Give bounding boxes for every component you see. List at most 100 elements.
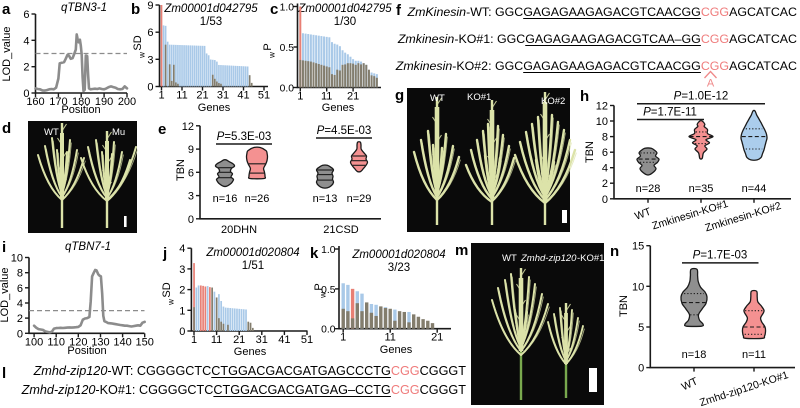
svg-text:n: n	[610, 243, 619, 260]
svg-text:170: 170	[49, 96, 67, 108]
svg-text:h: h	[580, 88, 589, 105]
svg-text:0: 0	[17, 328, 23, 340]
svg-text:WT: WT	[44, 127, 59, 138]
svg-text:8: 8	[602, 132, 608, 144]
svg-text:15: 15	[632, 241, 644, 253]
svg-text:Zmhd-zip120: Zmhd-zip120	[520, 253, 577, 264]
svg-text:w: w	[319, 292, 328, 299]
svg-text:Mu: Mu	[112, 127, 125, 138]
svg-text:11: 11	[211, 334, 222, 346]
svg-text:n=16: n=16	[213, 193, 238, 205]
svg-text:41: 41	[278, 334, 290, 346]
svg-text:2: 2	[17, 313, 23, 325]
svg-text:n=35: n=35	[689, 183, 714, 195]
svg-text:qTBN7-1: qTBN7-1	[65, 241, 111, 253]
svg-text:4: 4	[179, 243, 185, 255]
svg-text:5: 5	[638, 322, 644, 334]
svg-text:a: a	[2, 1, 11, 18]
svg-text:4: 4	[17, 298, 23, 310]
svg-text:6: 6	[147, 27, 153, 39]
svg-text:w: w	[268, 52, 277, 59]
svg-text:b: b	[131, 1, 140, 18]
svg-text:P=5.3E-03: P=5.3E-03	[217, 131, 272, 143]
svg-text:140: 140	[113, 336, 131, 348]
svg-text:21: 21	[431, 332, 443, 344]
svg-text:A: A	[707, 78, 715, 90]
svg-text:Zm00001d020804: Zm00001d020804	[205, 247, 299, 259]
svg-text:KO#2: KO#2	[541, 96, 565, 107]
svg-text:n=18: n=18	[682, 349, 707, 361]
svg-text:9: 9	[147, 0, 153, 12]
svg-text:4: 4	[23, 35, 29, 47]
svg-text:0: 0	[602, 194, 608, 206]
svg-text:3: 3	[147, 54, 153, 66]
svg-text:6: 6	[188, 167, 194, 179]
svg-text:P=4.5E-03: P=4.5E-03	[317, 125, 372, 137]
svg-text:j: j	[162, 245, 167, 262]
svg-text:160: 160	[26, 96, 44, 108]
svg-text:Position: Position	[61, 104, 100, 116]
svg-text:LOD_value: LOD_value	[0, 267, 11, 322]
svg-text:6: 6	[602, 147, 608, 159]
svg-text:Zm00001d042795: Zm00001d042795	[163, 3, 258, 15]
svg-text:Genes: Genes	[380, 344, 413, 356]
svg-text:c: c	[270, 1, 278, 18]
svg-text:g: g	[395, 87, 404, 104]
svg-text:P=1.7E-11: P=1.7E-11	[643, 107, 697, 119]
svg-text:P=1.0E-12: P=1.0E-12	[674, 91, 729, 103]
svg-text:d: d	[2, 120, 11, 137]
svg-text:1/51: 1/51	[242, 260, 264, 272]
svg-text:2: 2	[179, 285, 185, 297]
svg-text:WT: WT	[633, 206, 653, 223]
svg-text:SD: SD	[132, 35, 144, 50]
svg-text:n=28: n=28	[636, 183, 661, 195]
svg-text:20DHN: 20DHN	[221, 224, 257, 236]
svg-text:1: 1	[191, 334, 197, 346]
svg-text:Zm00001d020804: Zm00001d020804	[351, 249, 445, 261]
svg-text:10: 10	[11, 253, 23, 265]
svg-text:n=29: n=29	[347, 193, 372, 205]
svg-text:k: k	[310, 245, 319, 262]
svg-text:100: 100	[25, 336, 43, 348]
svg-text:130: 130	[91, 336, 109, 348]
svg-text:1.0: 1.0	[321, 245, 336, 256]
svg-text:12: 12	[596, 101, 608, 113]
svg-text:2: 2	[23, 62, 29, 74]
svg-text:w: w	[167, 299, 176, 306]
svg-text:1: 1	[297, 91, 303, 103]
svg-text:180: 180	[72, 96, 90, 108]
svg-text:i: i	[2, 239, 6, 256]
svg-text:n=11: n=11	[742, 349, 766, 361]
svg-text:6: 6	[17, 283, 23, 295]
svg-text:1/53: 1/53	[200, 16, 222, 28]
svg-text:P=1.7E-03: P=1.7E-03	[693, 250, 748, 262]
svg-text:P: P	[313, 283, 325, 290]
svg-text:120: 120	[69, 336, 87, 348]
svg-text:1/30: 1/30	[334, 16, 356, 28]
svg-text:200: 200	[118, 96, 136, 108]
svg-text:0: 0	[638, 363, 644, 375]
svg-text:0.0: 0.0	[321, 325, 336, 336]
svg-text:TBN: TBN	[618, 295, 630, 317]
svg-text:qTBN3-1: qTBN3-1	[61, 2, 107, 14]
svg-text:0: 0	[147, 82, 153, 94]
svg-text:41: 41	[237, 90, 249, 102]
svg-text:11: 11	[176, 90, 187, 102]
svg-text:SD: SD	[161, 282, 173, 297]
svg-text:2: 2	[602, 178, 608, 190]
svg-text:12: 12	[182, 121, 194, 133]
svg-text:3: 3	[188, 191, 194, 203]
svg-text:0.0: 0.0	[280, 84, 295, 95]
svg-text:0.5: 0.5	[280, 43, 295, 54]
svg-text:110: 110	[47, 336, 65, 348]
svg-text:51: 51	[301, 334, 313, 346]
svg-text:21: 21	[233, 334, 245, 346]
svg-text:3: 3	[179, 264, 185, 276]
svg-text:0: 0	[188, 214, 194, 226]
svg-text:KO#1: KO#1	[467, 92, 491, 103]
svg-text:1: 1	[158, 90, 164, 102]
svg-text:e: e	[158, 121, 166, 138]
svg-text:31: 31	[256, 334, 268, 346]
svg-text:Zmhd-zip120-KO#1: Zmhd-zip120-KO#1	[698, 369, 790, 408]
svg-text:0.5: 0.5	[321, 285, 336, 296]
